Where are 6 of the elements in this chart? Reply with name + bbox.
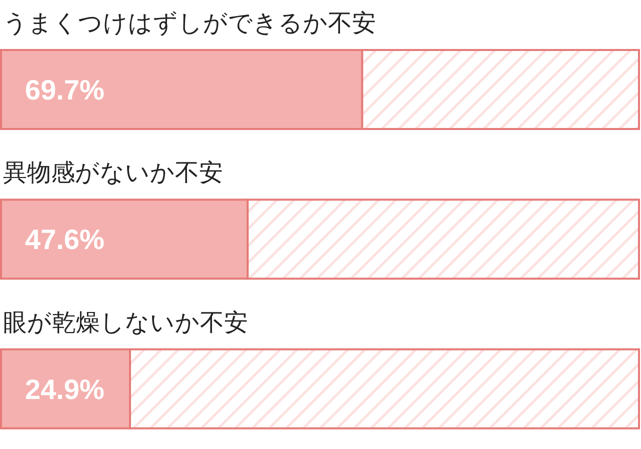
data-label: 24.9% bbox=[25, 374, 104, 405]
data-label: 47.6% bbox=[25, 224, 104, 256]
y-tick-label: うまくつけはずしができるか不安 bbox=[3, 9, 376, 37]
data-label: 69.7% bbox=[25, 74, 104, 106]
y-tick-label: 異物感がないか不安 bbox=[3, 158, 223, 187]
y-tick-label: 眼が乾燥しないか不安 bbox=[3, 308, 248, 336]
